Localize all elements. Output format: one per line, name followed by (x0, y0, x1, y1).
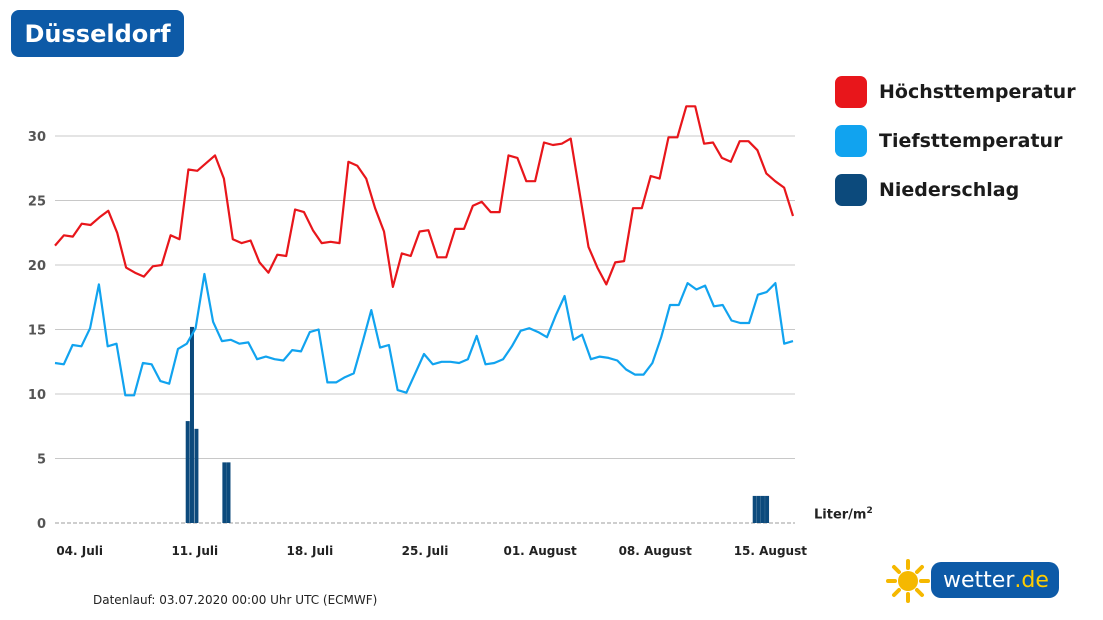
y-axis-ticks: 0 5 10 15 20 25 30 (28, 130, 46, 532)
legend-item-min-temp: Tiefsttemperatur (835, 124, 1095, 158)
min-temperature-line (54, 272, 794, 397)
y-tick-label: 30 (28, 130, 46, 145)
legend-label-max-temp: Höchsttemperatur (879, 81, 1076, 103)
legend-swatch-min-temp (835, 125, 867, 157)
logo-wordmark: wetter .de (931, 562, 1059, 598)
legend-swatch-precipitation (835, 174, 867, 206)
sun-icon (886, 559, 930, 603)
data-run-footnote: Datenlauf: 03.07.2020 00:00 Uhr UTC (ECM… (93, 593, 378, 607)
precipitation-bars (185, 326, 770, 523)
y-tick-label: 25 (28, 195, 46, 210)
y-tick-label: 10 (28, 388, 46, 403)
legend-item-max-temp: Höchsttemperatur (835, 75, 1095, 109)
max-temperature-line (54, 105, 795, 288)
precipitation-bar (756, 495, 761, 523)
wetter-de-logo[interactable]: wetter .de (886, 558, 1062, 604)
city-title: Düsseldorf (11, 10, 184, 57)
y-tick-label: 15 (28, 324, 46, 339)
grid-lines (55, 135, 795, 524)
unit-text: Liter/m (814, 507, 867, 523)
x-tick-label: 25. Juli (402, 544, 449, 558)
x-tick-label: 15. August (734, 544, 808, 558)
precipitation-bar (760, 495, 765, 523)
logo-name: wetter (943, 567, 1015, 593)
legend-label-precipitation: Niederschlag (879, 179, 1020, 201)
x-tick-label: 01. August (503, 544, 577, 558)
x-tick-label: 08. August (619, 544, 693, 558)
precipitation-bar (189, 326, 194, 523)
y-tick-label: 0 (37, 517, 46, 532)
precipitation-bar (226, 462, 231, 523)
precipitation-bar (752, 495, 757, 523)
legend-label-min-temp: Tiefsttemperatur (879, 130, 1063, 152)
logo-tld: .de (1014, 567, 1049, 593)
x-tick-label: 18. Juli (287, 544, 334, 558)
precipitation-bar (222, 462, 227, 523)
unit-superscript: 2 (866, 506, 873, 516)
legend-item-precipitation: Niederschlag (835, 173, 1095, 207)
precipitation-unit-label: Liter/m2 (814, 506, 873, 522)
x-tick-label: 04. Juli (56, 544, 103, 558)
precipitation-bar (194, 428, 199, 523)
x-axis-ticks: 04. Juli 11. Juli 18. Juli 25. Juli 01. Augu… (56, 544, 807, 558)
y-tick-label: 5 (37, 453, 46, 468)
precipitation-bar (765, 495, 770, 523)
y-tick-label: 20 (28, 259, 46, 274)
legend-swatch-max-temp (835, 76, 867, 108)
precipitation-bar (185, 421, 190, 523)
temperature-lines (54, 105, 795, 397)
x-tick-label: 11. Juli (171, 544, 218, 558)
